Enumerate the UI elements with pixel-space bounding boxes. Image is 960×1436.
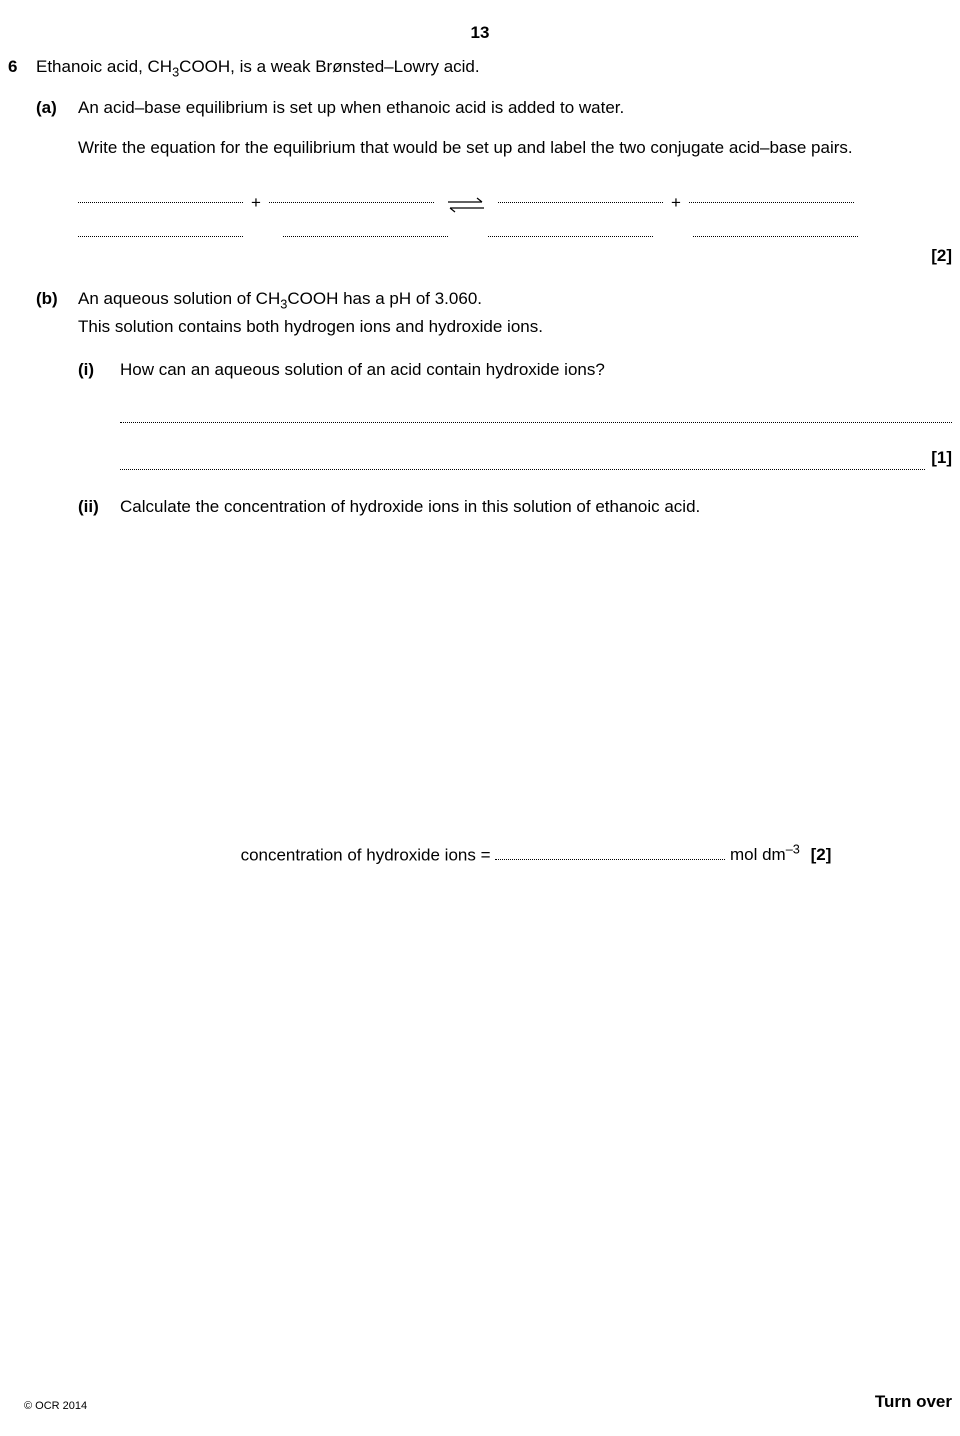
answer-blank[interactable] xyxy=(495,859,725,860)
equilibrium-arrows-icon xyxy=(446,195,486,211)
answer-label: concentration of hydroxide ions = xyxy=(241,845,496,864)
part-a-label: (a) xyxy=(36,95,78,272)
part-b-label: (b) xyxy=(36,286,78,882)
page-number: 13 xyxy=(8,20,952,46)
page-footer: © OCR 2014 Turn over xyxy=(24,1389,952,1415)
blank-label-4[interactable] xyxy=(693,236,858,237)
part-a-marks: [2] xyxy=(78,243,952,269)
part-a-line2: Write the equation for the equilibrium t… xyxy=(78,135,952,161)
blank-reactant-2[interactable] xyxy=(269,202,434,203)
part-b-line1: An aqueous solution of CH3COOH has a pH … xyxy=(78,286,952,314)
subpart-ii-text: Calculate the concentration of hydroxide… xyxy=(120,494,952,520)
plus-sign-2: + xyxy=(671,190,681,216)
subpart-i: (i) How can an aqueous solution of an ac… xyxy=(78,357,952,470)
blank-label-1[interactable] xyxy=(78,236,243,237)
question-6: 6 Ethanoic acid, CH3COOH, is a weak Brøn… xyxy=(8,54,952,82)
subpart-i-marks: [1] xyxy=(931,445,952,471)
answer-unit: mol dm–3 xyxy=(730,845,800,864)
subpart-ii: (ii) Calculate the concentration of hydr… xyxy=(78,494,952,868)
blank-reactant-1[interactable] xyxy=(78,202,243,203)
question-intro: Ethanoic acid, CH3COOH, is a weak Brønst… xyxy=(36,54,952,82)
turn-over: Turn over xyxy=(875,1389,952,1415)
answer-line-i-2[interactable] xyxy=(120,452,925,470)
copyright: © OCR 2014 xyxy=(24,1398,87,1415)
part-a: (a) An acid–base equilibrium is set up w… xyxy=(36,95,952,272)
labels-line xyxy=(78,236,952,237)
subpart-i-label: (i) xyxy=(78,357,120,470)
part-a-line1: An acid–base equilibrium is set up when … xyxy=(78,95,952,121)
blank-product-2[interactable] xyxy=(689,202,854,203)
blank-label-2[interactable] xyxy=(283,236,448,237)
part-b-line2: This solution contains both hydrogen ion… xyxy=(78,314,952,340)
subpart-i-text: How can an aqueous solution of an acid c… xyxy=(120,357,952,383)
blank-product-1[interactable] xyxy=(498,202,663,203)
answer-line-ii: concentration of hydroxide ions = mol dm… xyxy=(120,840,952,868)
answer-line-i-1[interactable] xyxy=(120,405,952,423)
subpart-ii-marks: [2] xyxy=(811,845,832,864)
part-b: (b) An aqueous solution of CH3COOH has a… xyxy=(36,286,952,882)
equation-line: + + xyxy=(78,190,952,216)
blank-label-3[interactable] xyxy=(488,236,653,237)
plus-sign-1: + xyxy=(251,190,261,216)
question-number: 6 xyxy=(8,54,36,82)
subpart-ii-label: (ii) xyxy=(78,494,120,868)
